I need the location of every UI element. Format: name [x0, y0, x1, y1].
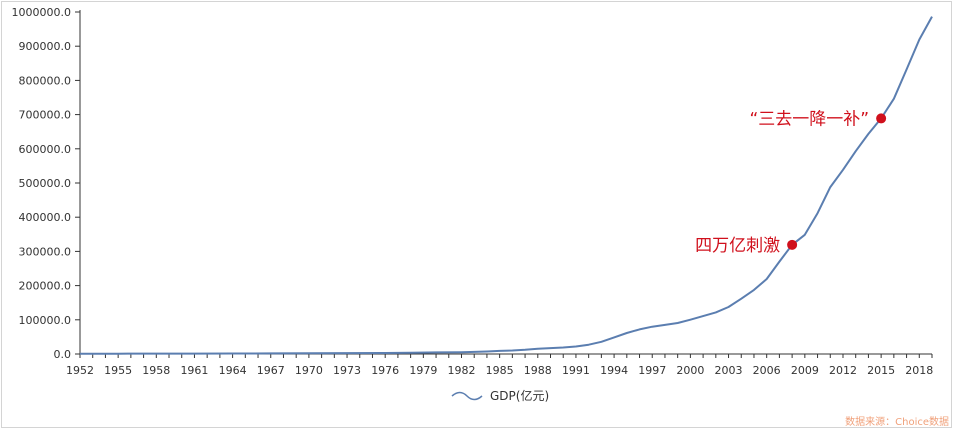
x-tick-label: 1952 — [66, 364, 94, 377]
x-axis: 1952 1955 1958 1961 1964 1967 1970 1973 1976 1979… — [66, 354, 933, 377]
x-tick-label: 1958 — [142, 364, 170, 377]
annotations-layer: 四万亿刺激 “三去一降一补” — [695, 109, 887, 256]
x-tick-label: 1955 — [104, 364, 132, 377]
x-tick-label: 2003 — [715, 364, 743, 377]
x-tick-label: 1976 — [371, 364, 399, 377]
annotation-label: “三去一降一补” — [750, 109, 870, 129]
x-tick-label: 1982 — [447, 364, 475, 377]
x-tick-label: 1961 — [180, 364, 208, 377]
x-tick-label: 1973 — [333, 364, 361, 377]
x-tick-label: 1988 — [524, 364, 552, 377]
y-tick-label: 500000.0 — [19, 177, 72, 190]
annotation-marker — [787, 239, 798, 250]
y-tick-label: 1000000.0 — [12, 6, 72, 19]
legend-label: GDP(亿元) — [490, 388, 549, 403]
x-tick-label: 2006 — [753, 364, 781, 377]
x-tick-label: 1979 — [409, 364, 437, 377]
y-tick-label: 0.0 — [54, 348, 72, 361]
x-tick-label: 2015 — [867, 364, 895, 377]
x-tick-label: 1964 — [219, 364, 247, 377]
y-tick-label: 300000.0 — [19, 245, 72, 258]
x-tick-label: 2000 — [676, 364, 704, 377]
annotation-label: 四万亿刺激 — [695, 236, 780, 256]
y-tick-label: 200000.0 — [19, 280, 72, 293]
x-tick-label: 2018 — [905, 364, 933, 377]
x-tick-label: 2009 — [791, 364, 819, 377]
series-layer — [79, 16, 933, 355]
legend[interactable]: GDP(亿元) — [451, 388, 549, 403]
y-tick-label: 600000.0 — [19, 143, 72, 156]
x-tick-label: 1997 — [638, 364, 666, 377]
x-tick-label: 1991 — [562, 364, 590, 377]
series-line — [79, 16, 933, 355]
y-tick-label: 900000.0 — [19, 40, 72, 53]
annotation-marker — [876, 113, 887, 124]
y-tick-label: 800000.0 — [19, 74, 72, 87]
legend-line-icon — [451, 391, 483, 401]
y-tick-label: 700000.0 — [19, 109, 72, 122]
y-axis: 0.0 100000.0 200000.0 300000.0 400000.0 50000… — [12, 6, 80, 361]
x-tick-label: 1994 — [600, 364, 628, 377]
y-tick-label: 400000.0 — [19, 211, 72, 224]
x-tick-label: 2012 — [829, 364, 857, 377]
source-note: 数据来源：Choice数据 — [845, 417, 949, 428]
x-tick-label: 1970 — [295, 364, 323, 377]
y-tick-label: 100000.0 — [19, 314, 72, 327]
x-tick-label: 1985 — [486, 364, 514, 377]
axes — [79, 10, 932, 355]
x-tick-label: 1967 — [257, 364, 285, 377]
